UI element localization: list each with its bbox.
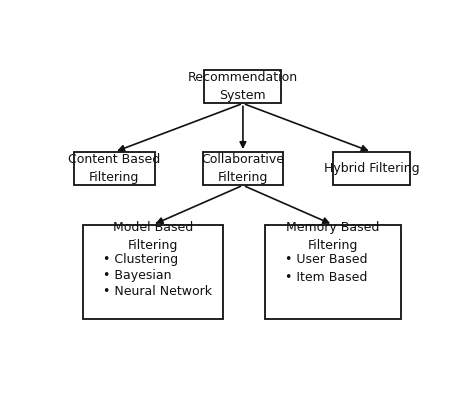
Text: Recommendation
System: Recommendation System [188,71,298,102]
Text: Hybrid Filtering: Hybrid Filtering [324,162,419,175]
Text: Collaborative
Filtering: Collaborative Filtering [201,153,284,184]
Text: Memory Based
Filtering: Memory Based Filtering [286,221,380,253]
Bar [204,70,282,103]
Bar [74,152,155,185]
Bar [202,152,283,185]
Text: • Bayesian: • Bayesian [103,269,172,282]
Bar [333,152,410,185]
Text: • Clustering: • Clustering [103,253,178,266]
Text: Model Based
Filtering: Model Based Filtering [113,221,193,253]
Text: • Item Based: • Item Based [285,271,367,284]
Bar [83,225,223,319]
Text: Content Based
Filtering: Content Based Filtering [68,153,161,184]
Bar [265,225,401,319]
Text: • Neural Network: • Neural Network [103,285,212,298]
Text: • User Based: • User Based [285,253,368,266]
